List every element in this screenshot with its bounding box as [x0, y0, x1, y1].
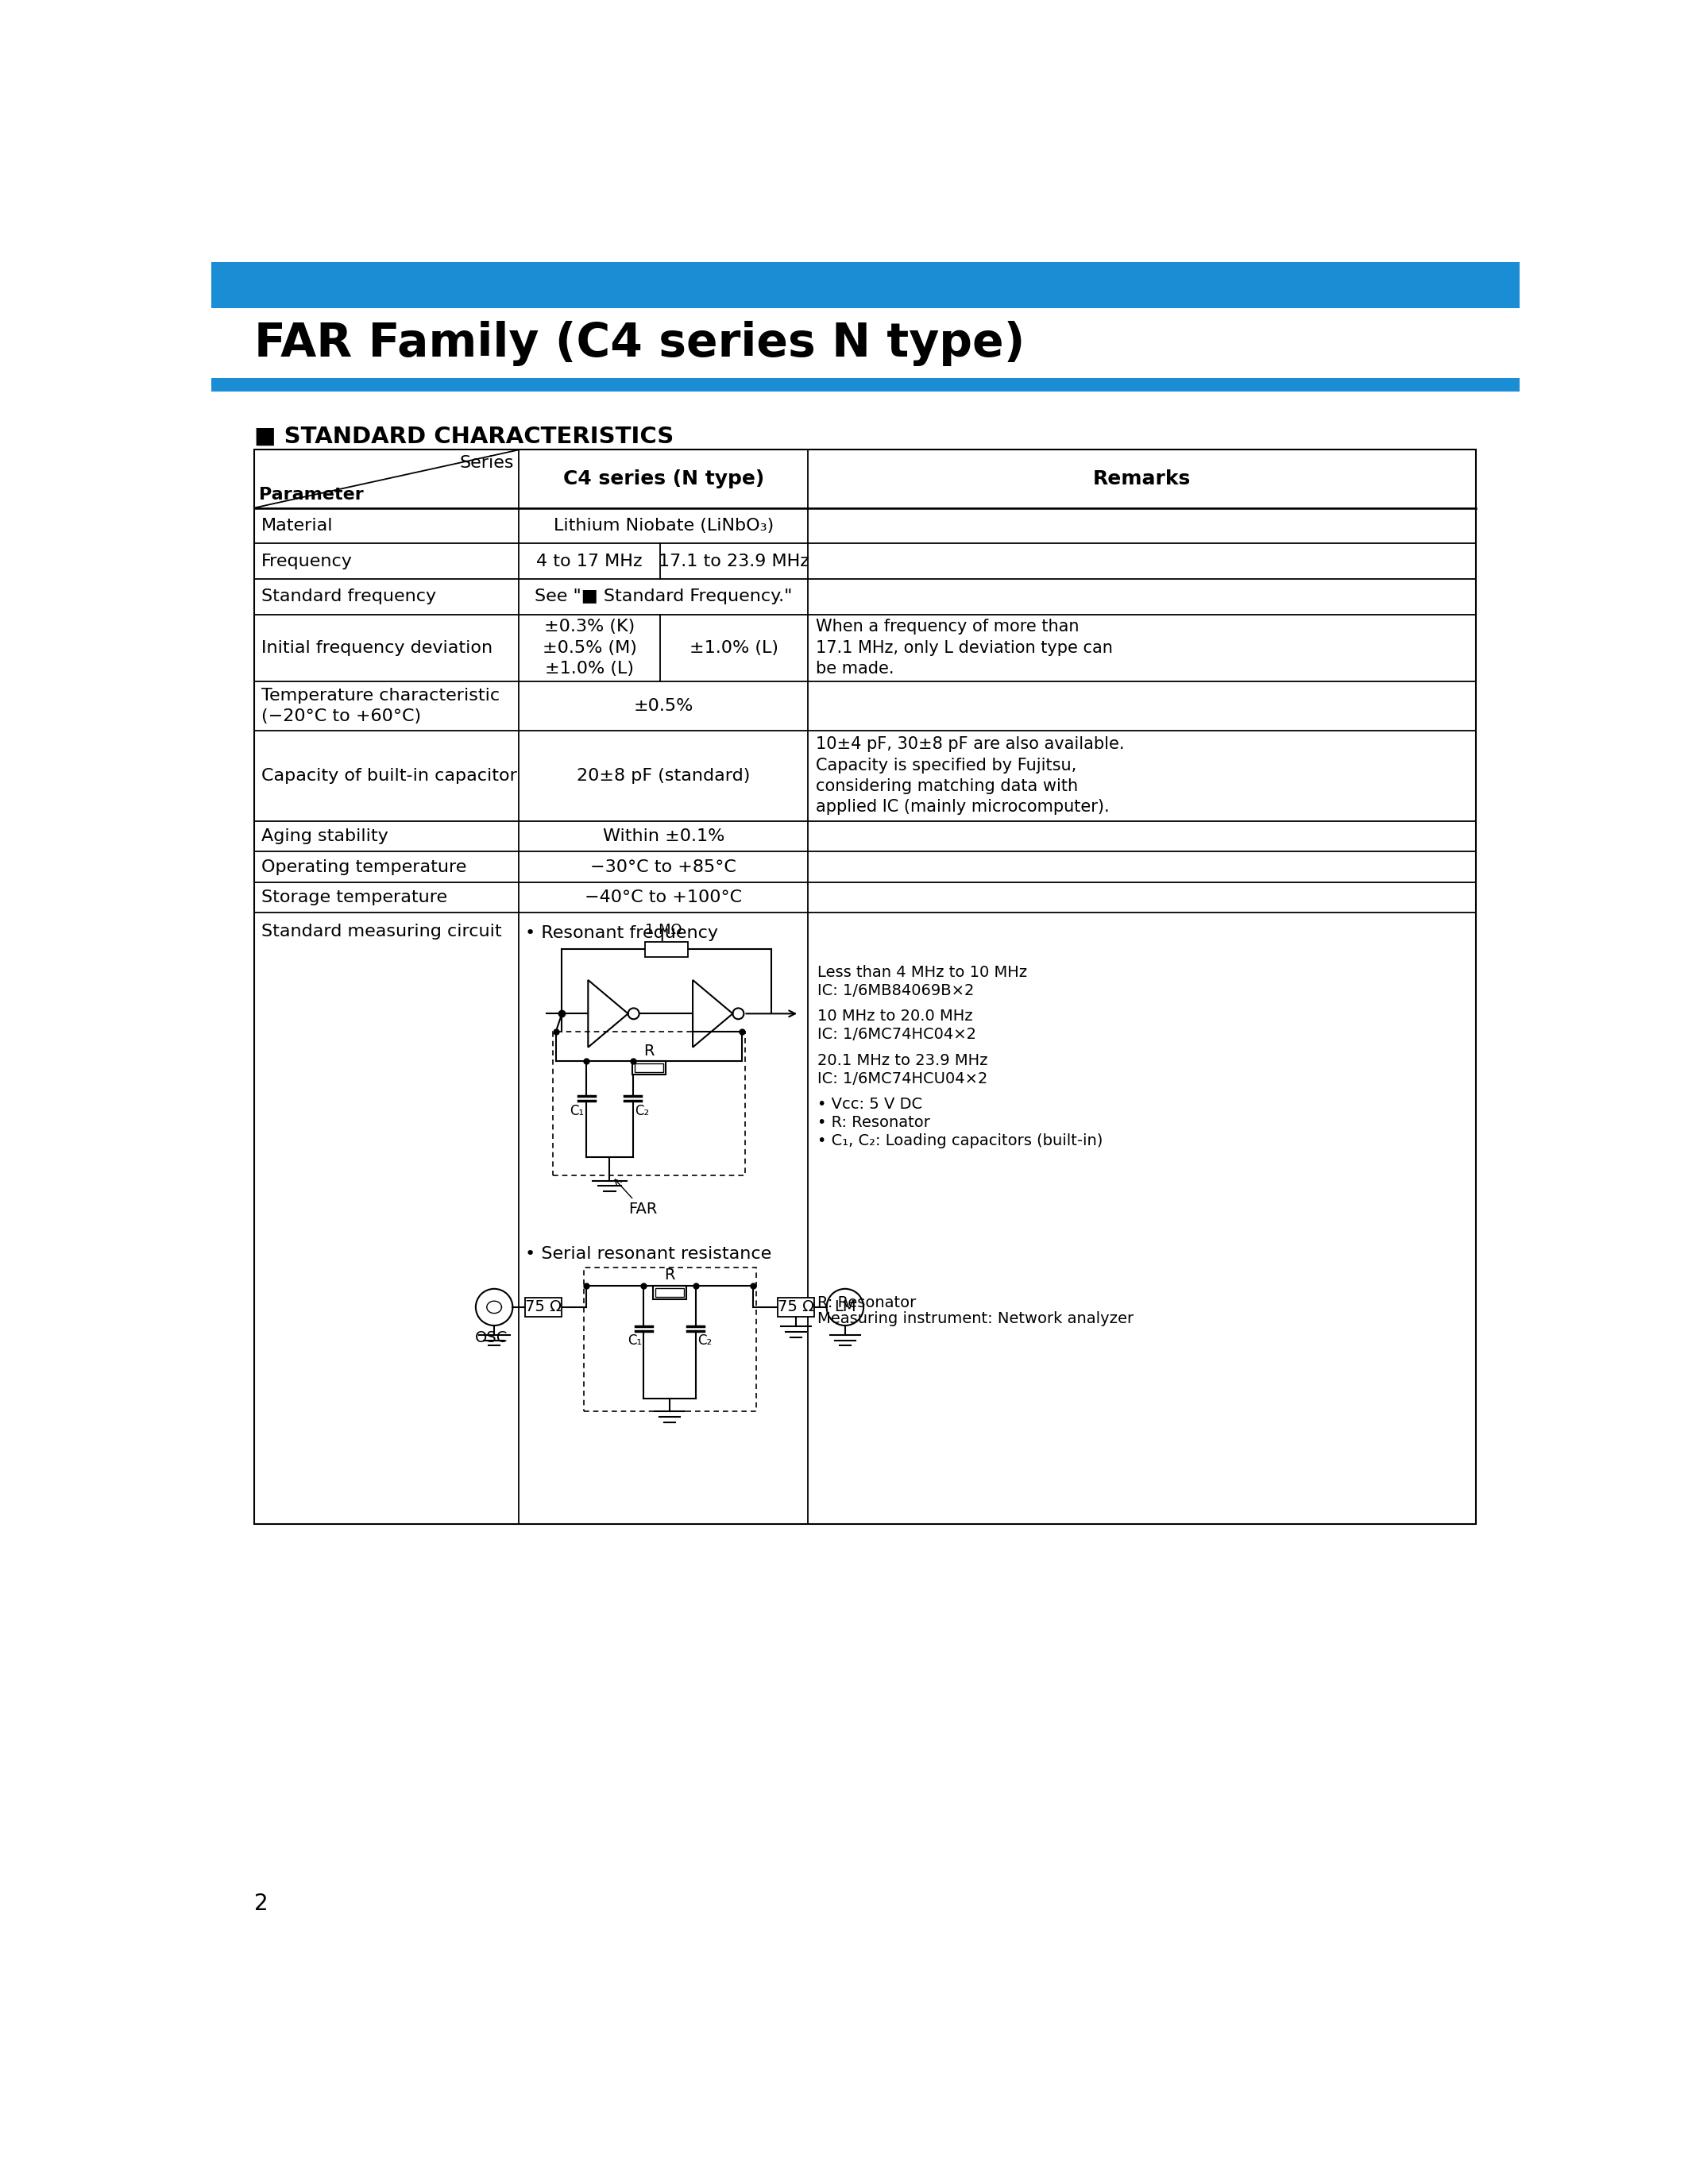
Bar	[584, 1267, 756, 1411]
Text: 10 MHz to 20.0 MHz: 10 MHz to 20.0 MHz	[817, 1009, 972, 1024]
Text: Within ±0.1%: Within ±0.1%	[603, 828, 724, 845]
Bar	[778, 1297, 814, 1317]
Text: Remarks: Remarks	[1094, 470, 1192, 489]
Text: Less than 4 MHz to 10 MHz: Less than 4 MHz to 10 MHz	[817, 965, 1028, 981]
Text: C₂: C₂	[697, 1332, 712, 1348]
Text: ±1.0% (L): ±1.0% (L)	[690, 640, 778, 655]
Text: 17.1 to 23.9 MHz: 17.1 to 23.9 MHz	[658, 553, 810, 570]
Text: • R: Resonator: • R: Resonator	[817, 1116, 930, 1131]
Text: ±0.3% (K)
±0.5% (M)
±1.0% (L): ±0.3% (K) ±0.5% (M) ±1.0% (L)	[542, 618, 636, 677]
Text: 20±8 pF (standard): 20±8 pF (standard)	[577, 769, 749, 784]
Text: • C₁, C₂: Loading capacitors (built-in): • C₁, C₂: Loading capacitors (built-in)	[817, 1133, 1102, 1149]
Text: FAR: FAR	[614, 1179, 657, 1216]
Text: Frequency: Frequency	[262, 553, 353, 570]
Text: R: Resonator: R: Resonator	[817, 1295, 917, 1310]
Text: Operating temperature: Operating temperature	[262, 858, 466, 876]
Text: Parameter: Parameter	[258, 487, 363, 502]
Text: ■ STANDARD CHARACTERISTICS: ■ STANDARD CHARACTERISTICS	[255, 426, 674, 448]
Text: Initial frequency deviation: Initial frequency deviation	[262, 640, 493, 655]
Text: IC: 1/6MB84069B×2: IC: 1/6MB84069B×2	[817, 983, 974, 998]
Text: C₁: C₁	[628, 1332, 641, 1348]
Text: Measuring instrument: Network analyzer: Measuring instrument: Network analyzer	[817, 1310, 1134, 1326]
Text: • Resonant frequency: • Resonant frequency	[525, 926, 717, 941]
Text: IC: 1/6MC74HC04×2: IC: 1/6MC74HC04×2	[817, 1026, 976, 1042]
Bar	[635, 1064, 663, 1072]
Text: C4 series (N type): C4 series (N type)	[562, 470, 765, 489]
Bar	[211, 262, 1519, 308]
Text: Standard measuring circuit: Standard measuring circuit	[262, 924, 501, 939]
Text: R: R	[643, 1044, 655, 1059]
Text: OSC: OSC	[474, 1330, 508, 1345]
Text: See "■ Standard Frequency.": See "■ Standard Frequency."	[535, 590, 792, 605]
Bar	[211, 378, 1519, 391]
Text: 10±4 pF, 30±8 pF are also available.
Capacity is specified by Fujitsu,
consideri: 10±4 pF, 30±8 pF are also available. Cap…	[815, 736, 1124, 815]
Text: 1 MΩ: 1 MΩ	[645, 922, 682, 937]
Text: C₂: C₂	[635, 1103, 650, 1118]
Text: Storage temperature: Storage temperature	[262, 889, 447, 906]
Text: Capacity of built-in capacitor: Capacity of built-in capacitor	[262, 769, 517, 784]
Text: C₁: C₁	[569, 1103, 584, 1118]
Bar	[525, 1297, 562, 1317]
Bar	[631, 1061, 665, 1075]
Text: Series: Series	[459, 454, 513, 470]
Text: Standard frequency: Standard frequency	[262, 590, 436, 605]
Text: Lithium Niobate (LiNbO₃): Lithium Niobate (LiNbO₃)	[554, 518, 773, 533]
Bar	[255, 450, 1475, 1524]
Text: When a frequency of more than
17.1 MHz, only L deviation type can
be made.: When a frequency of more than 17.1 MHz, …	[815, 618, 1112, 677]
Text: • Serial resonant resistance: • Serial resonant resistance	[525, 1247, 771, 1262]
Text: IC: 1/6MC74HCU04×2: IC: 1/6MC74HCU04×2	[817, 1070, 987, 1085]
Text: LM: LM	[834, 1299, 856, 1315]
Text: • Vcc: 5 V DC: • Vcc: 5 V DC	[817, 1096, 922, 1112]
Text: Aging stability: Aging stability	[262, 828, 388, 845]
Text: ±0.5%: ±0.5%	[633, 699, 694, 714]
Text: −30°C to +85°C: −30°C to +85°C	[591, 858, 736, 876]
Text: 20.1 MHz to 23.9 MHz: 20.1 MHz to 23.9 MHz	[817, 1053, 987, 1068]
Text: −40°C to +100°C: −40°C to +100°C	[584, 889, 743, 906]
Text: Temperature characteristic
(−20°C to +60°C): Temperature characteristic (−20°C to +60…	[262, 688, 500, 725]
Bar	[552, 1033, 744, 1175]
Text: Material: Material	[262, 518, 333, 533]
Text: 2: 2	[255, 1894, 268, 1915]
Text: 4 to 17 MHz: 4 to 17 MHz	[537, 553, 643, 570]
Bar	[655, 1289, 684, 1297]
Bar	[645, 941, 689, 957]
Text: R: R	[665, 1267, 675, 1282]
Bar	[653, 1286, 687, 1299]
Text: FAR Family (C4 series N type): FAR Family (C4 series N type)	[255, 321, 1025, 365]
Text: 75 Ω: 75 Ω	[525, 1299, 562, 1315]
Text: 75 Ω: 75 Ω	[778, 1299, 814, 1315]
